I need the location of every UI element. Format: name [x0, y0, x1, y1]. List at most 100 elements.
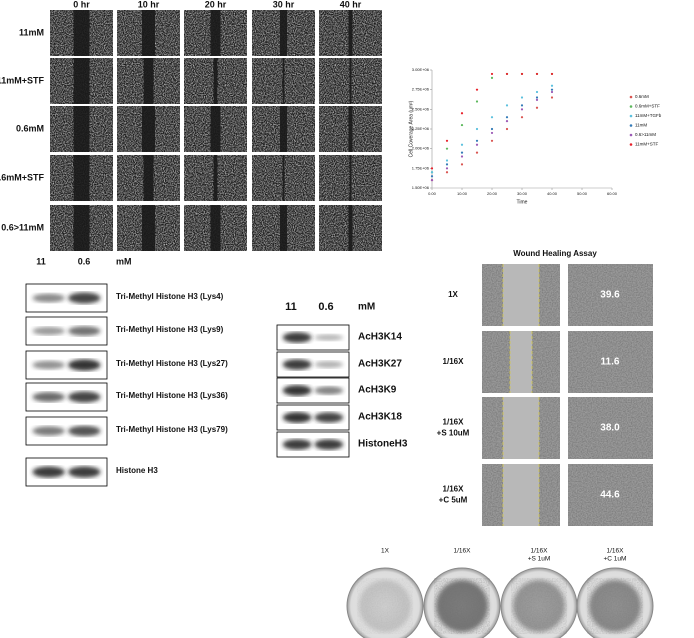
data-point	[520, 108, 524, 111]
wound-gap	[348, 10, 353, 56]
colony-label: +S 1uM	[528, 556, 551, 563]
row-label: 0.6mM+STF	[0, 172, 45, 182]
wound-gap	[73, 58, 90, 104]
data-point	[505, 72, 509, 76]
band-label: Tri-Methyl Histone H3 (Lys27)	[116, 359, 228, 368]
y-tick-label: 2.00E+06	[412, 146, 430, 151]
wound-gap	[282, 155, 285, 201]
unit-label: mM	[358, 302, 375, 313]
row-label: 1X	[448, 290, 458, 299]
blot-band	[282, 439, 312, 450]
column-header: 30 hr	[273, 0, 295, 9]
wound-gap	[73, 205, 90, 251]
data-point	[490, 127, 494, 131]
y-tick-label: 1.75E+06	[412, 165, 430, 170]
wound-gap	[348, 106, 353, 152]
wound-gap	[73, 106, 90, 152]
wound-gap	[73, 10, 90, 56]
data-point	[460, 163, 464, 166]
column-header: 40 hr	[340, 0, 362, 9]
lane-label: 11	[36, 256, 46, 266]
data-point	[460, 112, 464, 115]
colony-texture	[434, 578, 490, 634]
blot-band	[68, 359, 101, 371]
lane-label: 0.6	[318, 301, 333, 313]
blot-band	[68, 292, 101, 304]
unit-label: mM	[116, 256, 132, 266]
data-point	[520, 116, 524, 119]
legend-marker	[629, 143, 633, 146]
wound-gap	[503, 264, 539, 326]
band-label: AcH3K27	[358, 359, 402, 370]
data-point	[535, 98, 539, 101]
data-point	[475, 100, 479, 103]
row-label: 1/16X	[443, 357, 465, 366]
wound-gap	[348, 205, 353, 251]
data-point	[430, 171, 434, 174]
column-header: 20 hr	[205, 0, 227, 9]
data-point	[475, 143, 479, 146]
blot-band	[68, 466, 101, 478]
colony-label: 1/16X	[607, 548, 625, 555]
data-point	[460, 151, 464, 154]
blot-band	[314, 386, 344, 395]
band-label: Tri-Methyl Histone H3 (Lys9)	[116, 325, 224, 334]
column-header: 0 hr	[73, 0, 90, 9]
blot-band	[32, 360, 65, 370]
closure-value: 44.6	[600, 490, 620, 501]
data-point	[445, 163, 449, 166]
colony-label: 1/16X	[531, 548, 549, 555]
band-label: Tri-Methyl Histone H3 (Lys4)	[116, 292, 224, 301]
wound-gap	[210, 205, 221, 251]
blot-band	[282, 359, 312, 370]
closure-value: 38.0	[600, 423, 620, 434]
wound-gap	[280, 10, 287, 56]
column-header: 10 hr	[138, 0, 160, 9]
wound-gap	[142, 10, 155, 56]
legend-marker	[629, 95, 633, 99]
data-point	[445, 159, 449, 162]
data-point	[490, 76, 494, 79]
wound-gap	[282, 58, 285, 104]
data-point	[505, 116, 509, 119]
data-point	[490, 116, 494, 119]
data-point	[475, 88, 479, 91]
row-label: 0.6mM	[16, 123, 44, 133]
legend-label: 11mM	[635, 123, 647, 128]
x-tick-label: 20.00	[487, 191, 498, 196]
data-point	[490, 139, 494, 142]
legend-marker	[629, 124, 633, 127]
lane-label: 11	[285, 301, 297, 313]
blot-band	[314, 412, 344, 423]
data-point	[475, 127, 479, 131]
x-axis-label: Time	[517, 199, 528, 205]
x-tick-label: 40.00	[547, 191, 558, 196]
y-tick-label: 1.50E+06	[412, 185, 430, 190]
data-point	[535, 90, 539, 94]
row-label: +C 5uM	[439, 496, 468, 505]
data-point	[505, 120, 509, 123]
wound-gap	[503, 464, 539, 526]
data-point	[445, 139, 449, 142]
data-point	[445, 171, 449, 174]
data-point	[430, 175, 434, 178]
x-tick-label: 10.00	[457, 191, 468, 196]
data-point	[430, 179, 434, 182]
wound-gap	[142, 205, 155, 251]
blot-band	[32, 466, 65, 478]
wound-gap	[210, 106, 221, 152]
data-point	[520, 104, 524, 107]
y-axis-label: Cell Coverage Area (um²)	[408, 100, 414, 157]
colony-texture	[357, 578, 413, 634]
row-label: 1/16X	[443, 418, 465, 427]
row-label: 1/16X	[443, 485, 465, 494]
data-point	[550, 90, 554, 94]
data-point	[550, 84, 554, 87]
band-label: HistoneH3	[358, 439, 408, 450]
band-label: Tri-Methyl Histone H3 (Lys79)	[116, 425, 228, 434]
blot-band	[282, 412, 312, 423]
data-point	[445, 167, 449, 170]
row-label: 0.6>11mM	[1, 222, 44, 232]
legend-label: 0.6>11mM	[635, 132, 656, 137]
